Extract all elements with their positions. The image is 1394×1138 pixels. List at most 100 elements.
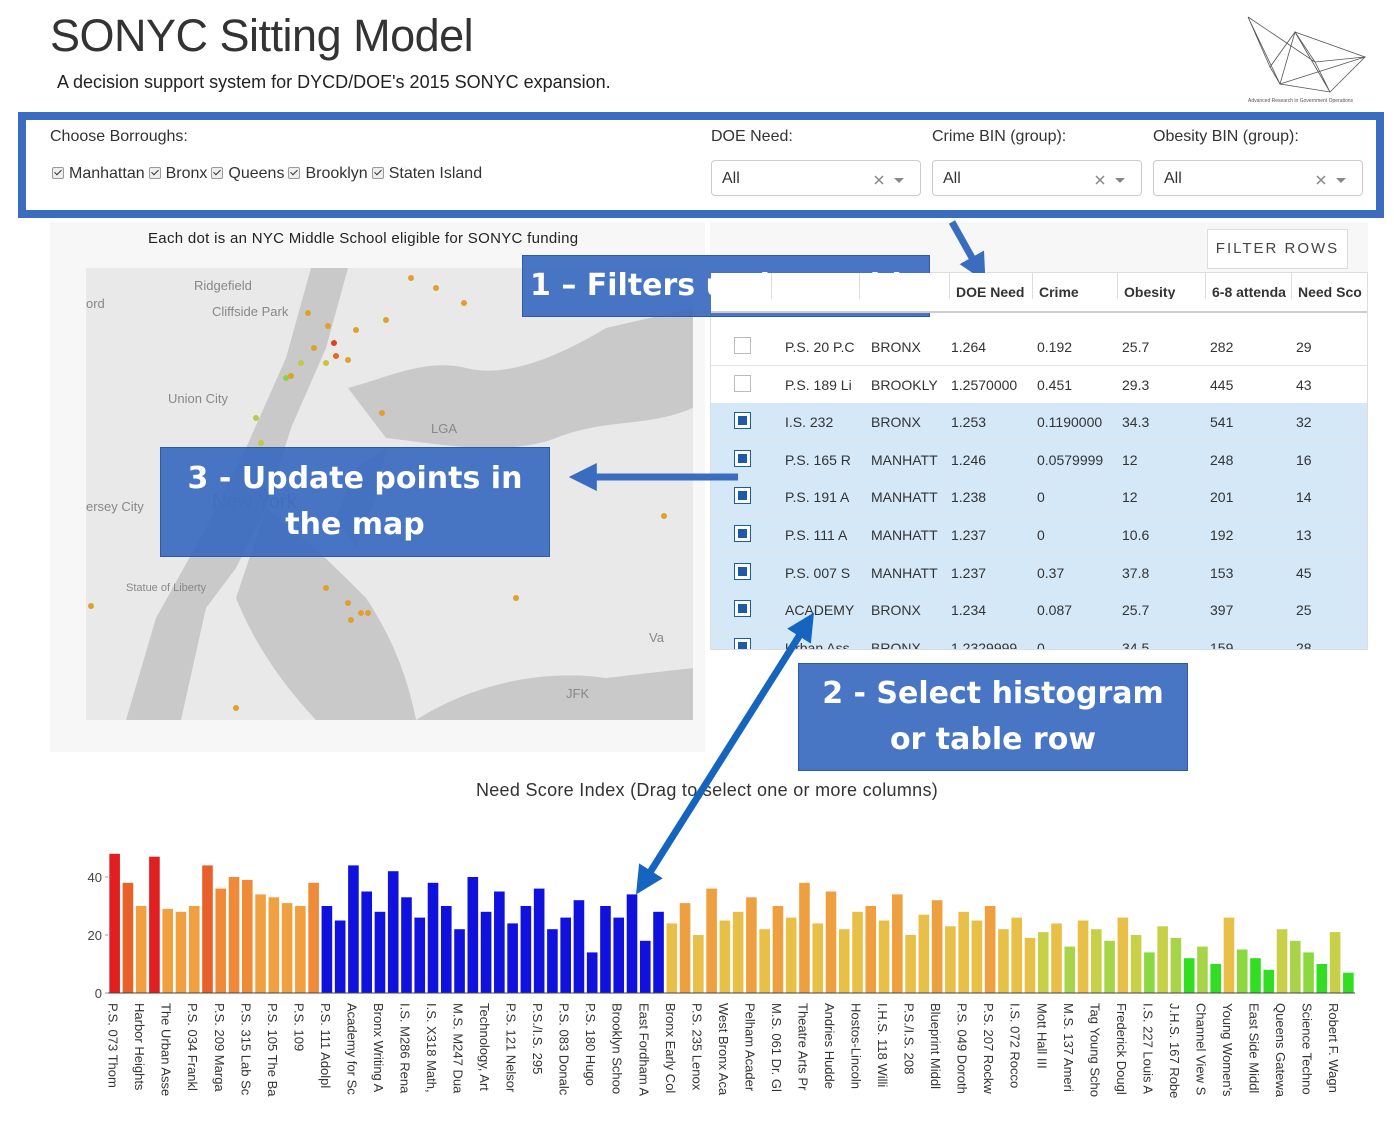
cell: 153 [1210,564,1234,581]
filter-rows-button[interactable]: FILTER ROWS [1207,229,1348,269]
dropdown-value: All [943,170,961,187]
table-row[interactable]: Urban Ass BRONX 1.2329999 0 34.5 159 28 [711,628,1367,650]
cell: 12 [1122,451,1138,468]
bar [1051,923,1062,993]
bar [255,894,266,993]
cell: MANHATT [871,564,938,581]
cell: P.S. 20 P.C [785,339,855,355]
bar [241,879,253,993]
bar [892,894,903,993]
bar [494,891,505,993]
bar [334,920,346,993]
row-checkbox[interactable] [734,374,751,392]
table-row[interactable]: I.S. 232 BRONX 1.253 0.1190000 34.3 541 32 [711,403,1367,442]
checkbox[interactable] [148,167,161,179]
bar [573,900,585,993]
header-cell: 6-8 attenda [1205,273,1290,299]
cell: P.S. 111 A [785,527,848,543]
x-tick-label: Mott Hall III [1034,1003,1049,1069]
header-cell: DOE Need [949,273,1031,299]
table-row[interactable]: P.S. 191 A MANHATT 1.238 0 12 201 14 [711,478,1367,517]
cell: 32 [1296,414,1312,431]
x-tick-label: M.S. M247 Dua [451,1003,466,1094]
bar [135,906,147,993]
annotation: 3 - Update points in the map [160,447,550,557]
x-tick-label: J.H.S. 167 Robe [1167,1003,1182,1098]
row-checkbox[interactable] [734,637,751,649]
bar [600,906,611,993]
table-row[interactable]: P.S. 20 P.C BRONX 1.264 0.192 25.7 282 29 [711,328,1367,366]
filter-box [18,112,1384,218]
x-tick-label: P.S. 034 Frankl [185,1003,200,1091]
row-checkbox[interactable] [734,525,751,542]
cell: 0.37 [1037,564,1065,581]
bar [361,891,372,993]
cell: BROOKLY [871,376,938,393]
x-tick-label: Bronx Early Col [663,1003,678,1093]
cell: 10.6 [1122,527,1150,543]
checkbox[interactable] [371,167,384,179]
cell: 13 [1296,527,1312,543]
checkbox[interactable] [52,167,64,179]
cell: BRONX [871,602,921,619]
x-tick-label: Andries Hudde [822,1003,837,1089]
bar [905,935,916,993]
bar [666,923,678,993]
place-label: ord [86,296,105,311]
checkbox-label: Brooklyn [305,165,368,182]
bar [1289,940,1301,993]
table-row[interactable]: ACADEMY BRONX 1.234 0.087 25.7 397 25 [711,591,1367,630]
cell: MANHATT [871,489,938,506]
bar [1183,958,1195,993]
table-row[interactable]: P.S. 111 A MANHATT 1.237 0 10.6 192 13 [711,516,1367,554]
bar [838,929,850,993]
x-tick-label: P.S. 105 The Ba [265,1003,280,1097]
bar [719,920,731,993]
x-tick-label: Harbor Heights [132,1003,147,1091]
row-checkbox[interactable] [734,600,751,618]
bar [1303,952,1314,993]
place-label: Statue of Liberty [126,582,207,594]
bar [732,911,744,993]
row-checkbox[interactable] [734,337,751,354]
x-tick-label: Blueprint Middl [928,1003,943,1089]
header-cell: Crime [1032,273,1116,299]
cell: 1.264 [951,339,987,355]
caret-icon [1115,178,1125,183]
x-tick-label: Frederick Dougl [1114,1003,1129,1095]
cell: 0.0579999 [1037,451,1104,468]
table-row[interactable]: P.S. 189 Li BROOKLY 1.2570000 0.451 29.3 445 4… [711,366,1367,404]
table-row[interactable]: P.S. 165 R MANHATT 1.246 0.0579999 12 248 16 [711,440,1367,479]
x-tick-label: Academy for Sc [344,1003,359,1095]
bar [427,882,439,993]
table-row[interactable]: P.S. 007 S MANHATT 1.237 0.37 37.8 153 45 [711,553,1367,592]
x-tick-label: Brooklyn Schoo [610,1003,625,1094]
school-dots [88,275,667,711]
checkbox[interactable] [288,167,301,179]
cell: 16 [1296,451,1312,468]
header-cell: Obesity [1117,273,1204,299]
place-label: ersey City [86,499,144,514]
x-tick-label: P.S. 083 Donalc [557,1003,572,1096]
bar [626,894,638,993]
cell: Urban Ass [785,639,850,650]
row-checkbox[interactable] [734,449,751,467]
checkbox[interactable] [211,167,224,179]
header-cell: Need Sco [1291,273,1367,299]
row-checkbox[interactable] [734,487,751,505]
dropdown[interactable]: All [1153,160,1363,196]
cell: 0.087 [1037,602,1073,619]
clear-icon [1316,175,1326,185]
bar [520,906,532,993]
cell: 192 [1210,527,1234,543]
x-tick-label: I.H.S. 118 Willi [875,1003,890,1087]
x-tick-label: Technology, Art [477,1003,492,1091]
cell: 397 [1210,602,1234,619]
x-tick-label: P.S. 121 Nelsor [504,1003,519,1093]
dropdown-label: DOE Need: [711,128,793,145]
dropdown[interactable]: All [932,160,1142,196]
row-checkbox[interactable] [734,412,751,430]
dropdown[interactable]: All [711,160,921,196]
row-checkbox[interactable] [734,562,751,580]
